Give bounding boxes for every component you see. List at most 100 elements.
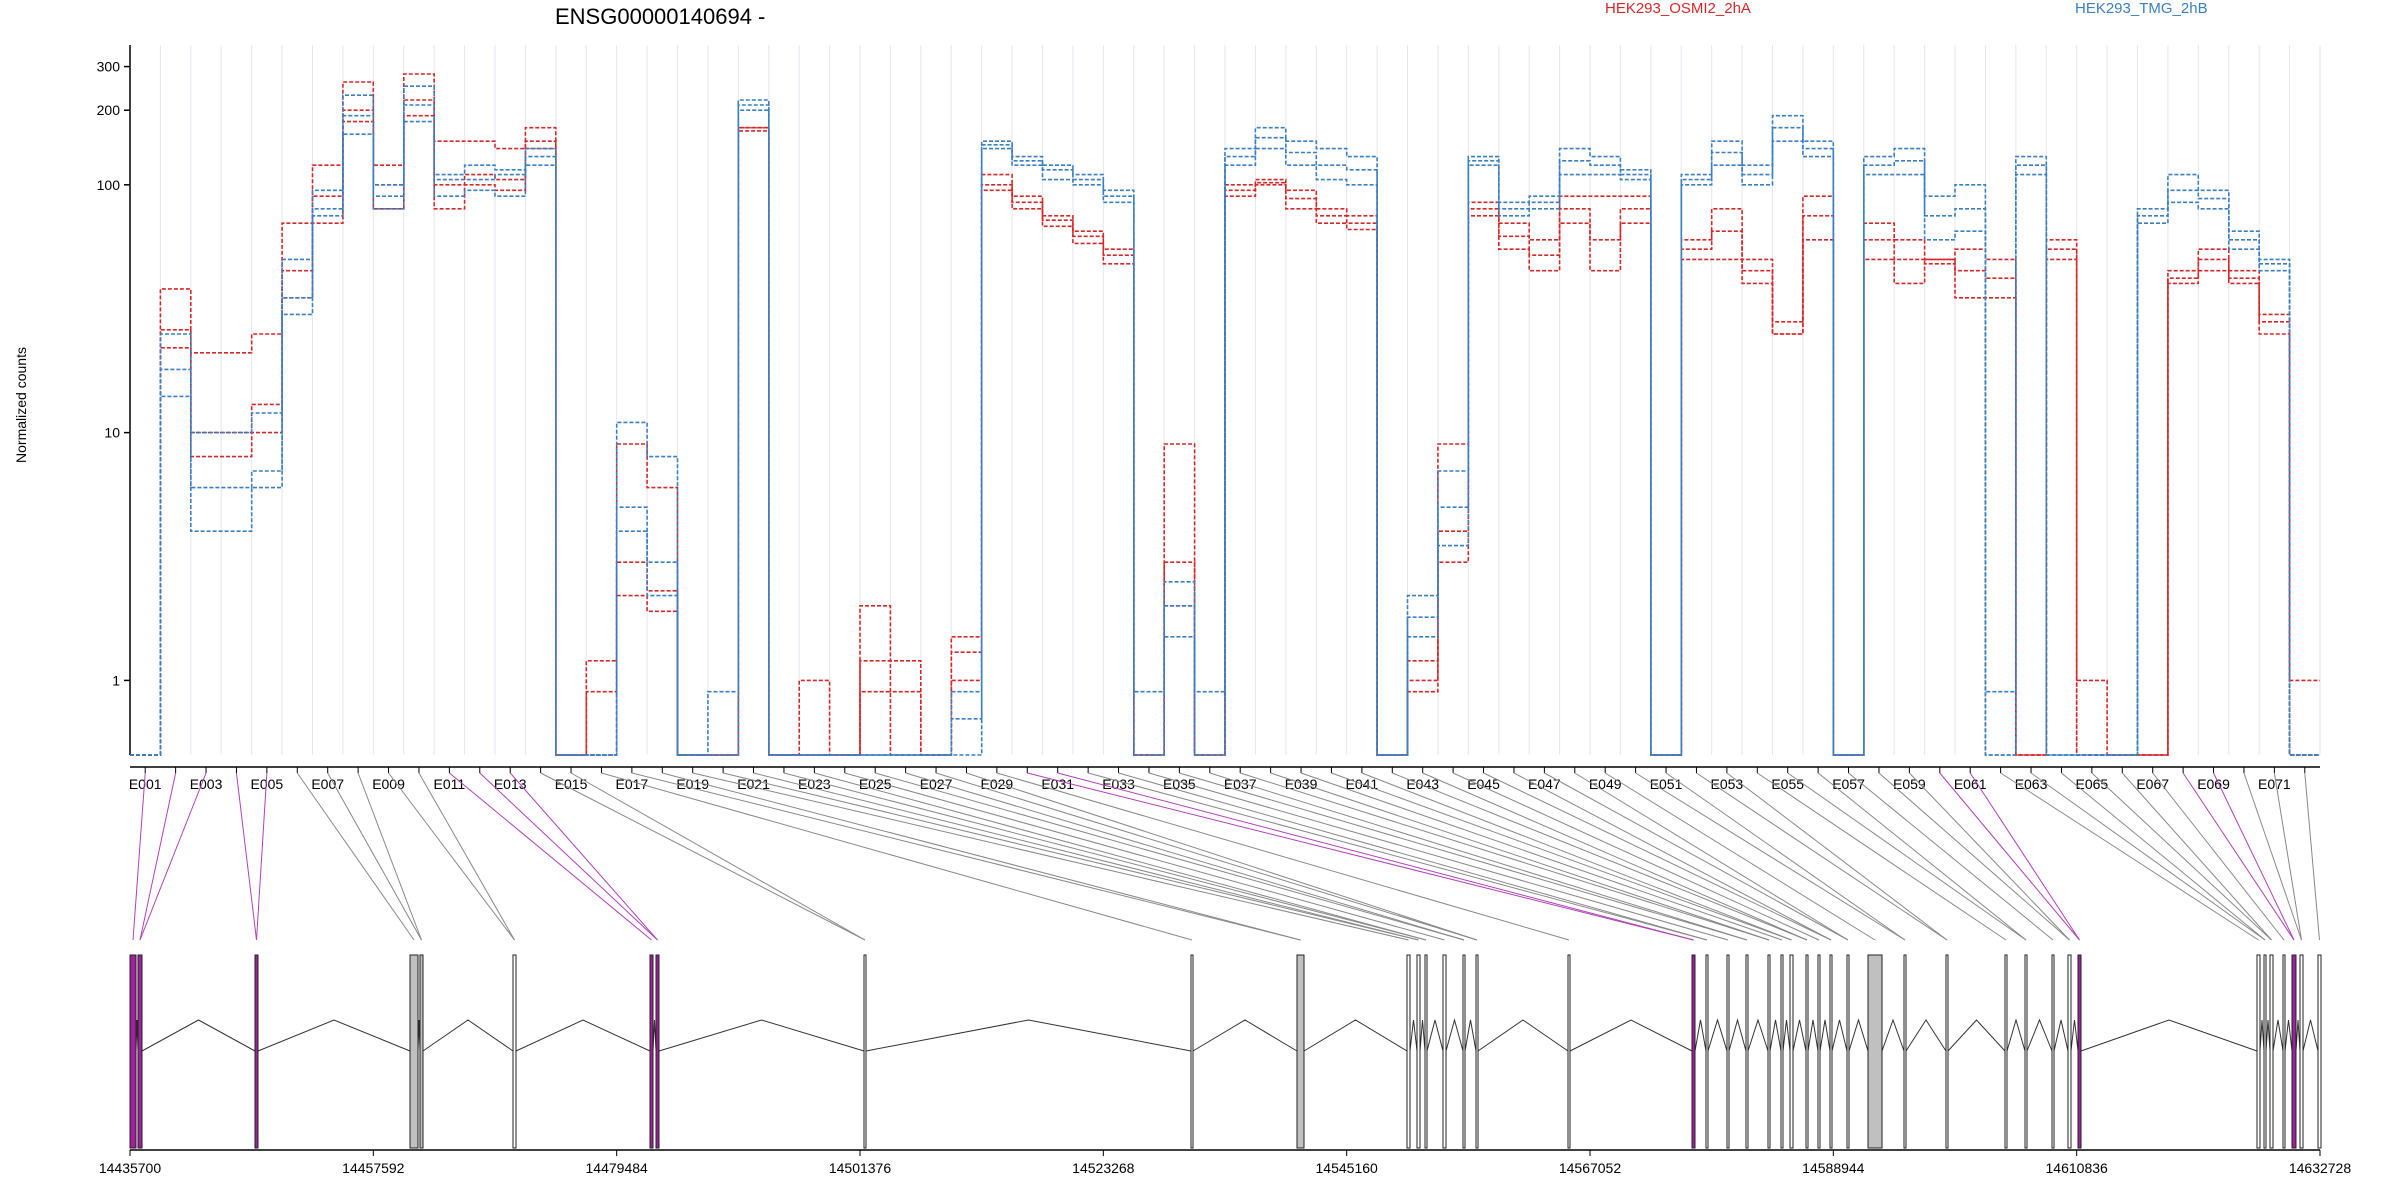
exon-box [137,954,143,1149]
exon-box [409,954,419,1149]
exon-box [1767,954,1771,1149]
exon-box [2051,954,2055,1149]
connector-line [235,772,257,941]
exon-box [2024,954,2028,1149]
series-line-5 [130,109,2320,756]
vertical-gridlines [129,45,2321,755]
coord-tick-label: 14567052 [1559,1160,1622,1176]
connector-line [1696,772,1948,941]
x-tick-label: E043 [1406,776,1439,792]
connector-line [1909,772,2070,941]
exon-box [419,954,424,1149]
y-tick-label: 200 [97,102,121,118]
x-tick-label: E071 [2258,776,2291,792]
connector-line [935,772,1478,941]
exon-box [1296,954,1305,1149]
x-tick-label: E009 [372,776,405,792]
connector-line [570,772,866,941]
exon-box [1726,954,1730,1149]
gene-model-track [129,954,2322,1149]
connector-line [1635,772,1906,941]
x-tick-label: E007 [311,776,344,792]
x-tick-label: E015 [555,776,588,792]
series-line-6 [130,104,2320,756]
connector-line [479,772,658,941]
connector-line [1757,772,2007,941]
y-axis-label: Normalized counts [13,347,29,463]
connector-line [1726,772,1948,941]
exon-box [1462,954,1466,1149]
connector-line [1331,772,1792,941]
exon-connector-lines [132,772,2320,941]
connector-line [1027,772,1694,941]
exon-box [1190,954,1194,1149]
series-lines [130,73,2320,756]
exon-box [2291,954,2297,1149]
connector-line [1209,772,1748,941]
connector-line [2061,772,2266,941]
connector-line [692,772,1409,941]
connector-line [1939,772,2080,941]
exon-box [1416,954,1421,1149]
x-tick-label: E033 [1102,776,1135,792]
exon-box [2067,954,2072,1149]
x-tick-label: E025 [859,776,892,792]
exon-box [649,954,654,1149]
x-tick-label: E053 [1711,776,1744,792]
connector-line [1240,772,1770,941]
connector-line [1878,772,2070,941]
x-tick-label: E061 [1954,776,1987,792]
y-tick-label: 100 [97,177,121,193]
connector-line [1392,772,1808,941]
exon-box [1846,954,1850,1149]
exon-box [1406,954,1411,1149]
chart-title: ENSG00000140694 - [555,4,765,29]
connector-line [1118,772,1708,941]
x-tick-label: E057 [1832,776,1865,792]
exon-box [129,954,137,1149]
connector-line [1604,772,1876,941]
connector-line [1270,772,1770,941]
exon-box [2282,954,2286,1149]
x-tick-label: E017 [616,776,649,792]
coord-tick-label: 14479484 [586,1160,649,1176]
coord-tick-label: 14435700 [99,1160,162,1176]
x-tick-label: E029 [981,776,1014,792]
coord-tick-label: 14523268 [1072,1160,1135,1176]
exon-box [1789,954,1794,1149]
connector-line [1422,772,1808,941]
connector-line [132,772,146,941]
x-tick-label: E065 [2076,776,2109,792]
coord-tick-label: 14632728 [2289,1160,2352,1176]
connector-line [2213,772,2295,941]
y-tick-label: 300 [97,59,121,75]
coord-tick-label: 14588944 [1802,1160,1865,1176]
connector-line [1179,772,1748,941]
connector-line [1817,772,2027,941]
exon-box [254,954,259,1149]
connector-line [139,772,177,941]
x-tick-label: E059 [1893,776,1926,792]
exon-box [1780,954,1784,1149]
connector-line [1787,772,2027,941]
connector-line [875,772,1465,941]
legend-entry-tmg: HEK293_TMG_2hB [2075,0,2208,17]
connector-line [256,772,268,941]
y-tick-label: 10 [104,425,120,441]
connector-line [966,772,1478,941]
connector-line [723,772,1419,941]
coord-tick-label: 14610836 [2046,1160,2109,1176]
exon-box [1867,954,1883,1149]
exon-box [1945,954,1949,1149]
connector-line [783,772,1427,941]
x-tick-label: E047 [1528,776,1561,792]
x-tick-label: E051 [1650,776,1683,792]
connector-line [1148,772,1729,941]
connector-line [2182,772,2295,941]
coord-tick-label: 14457592 [342,1160,405,1176]
connector-line [1300,772,1783,941]
connector-line [2243,772,2302,941]
x-tick-label: E063 [2015,776,2048,792]
connector-line [418,772,515,941]
x-tick-label: E013 [494,776,527,792]
